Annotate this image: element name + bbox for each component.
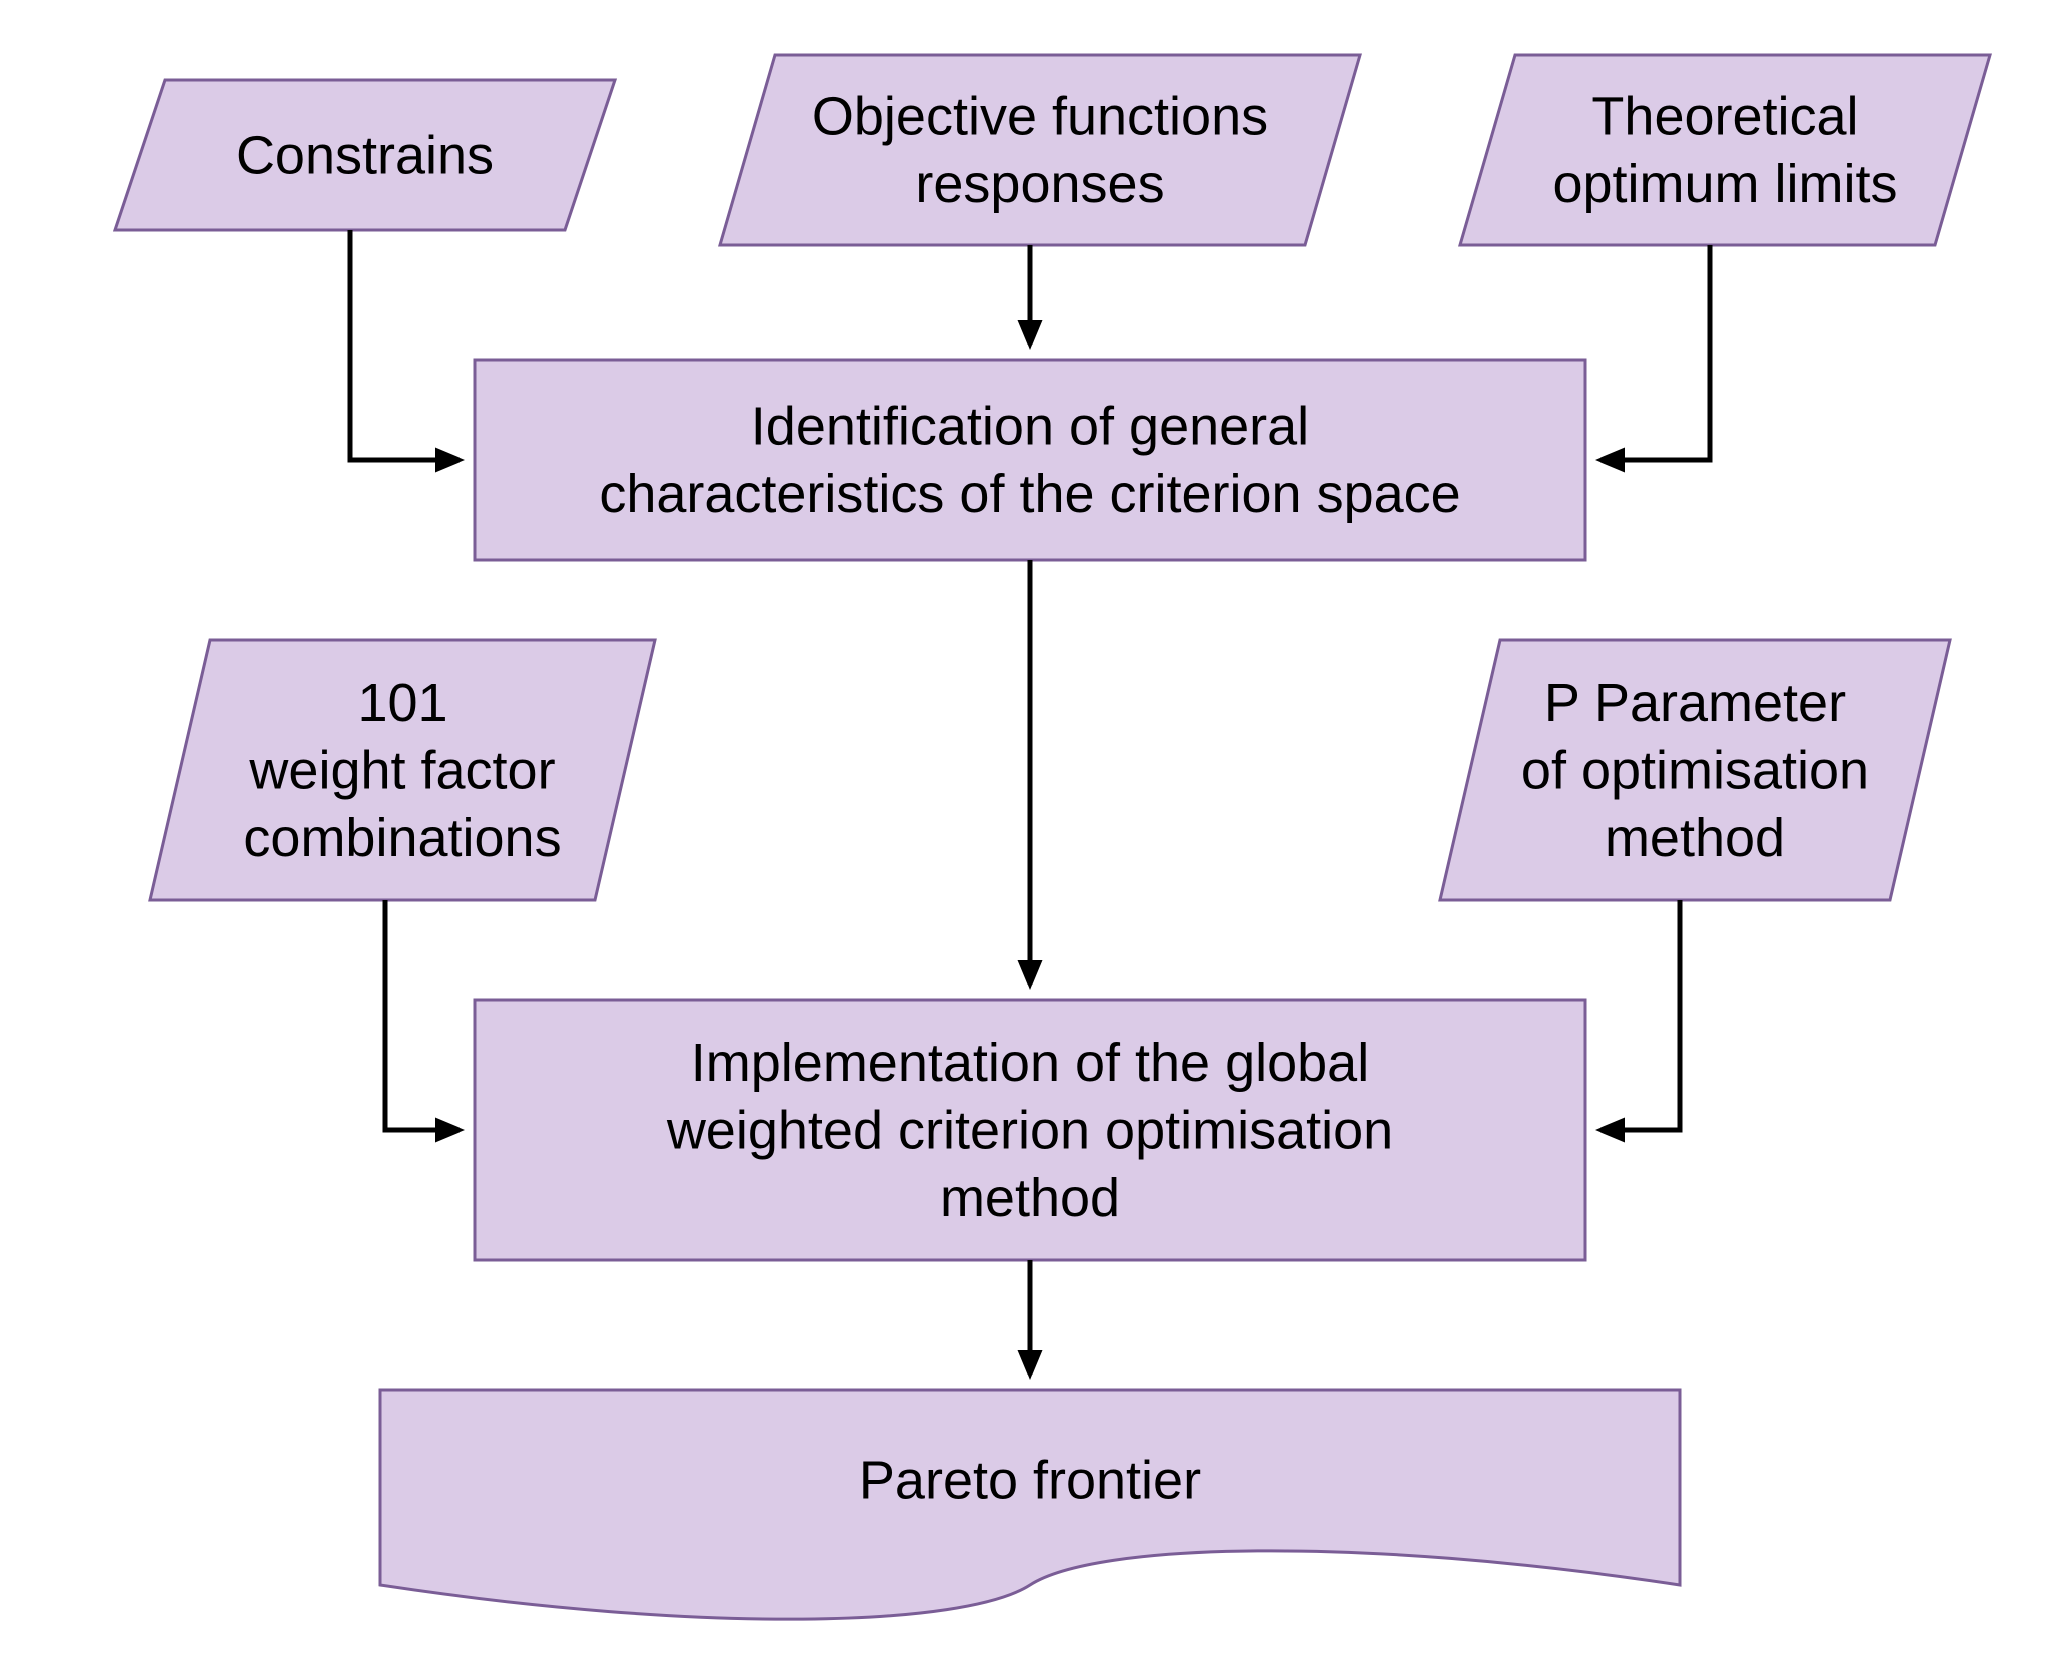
edge-weight-to-implementation bbox=[385, 900, 460, 1130]
node-constrains: Constrains bbox=[115, 80, 615, 230]
pparam-label-line-1: of optimisation bbox=[1521, 740, 1869, 800]
node-implementation: Implementation of the global weighted cri… bbox=[475, 1000, 1585, 1260]
weight-label-line-0: 101 bbox=[357, 673, 447, 733]
theoretical-label-line-1: optimum limits bbox=[1552, 154, 1897, 214]
implementation-label-line-1: weighted criterion optimisation bbox=[666, 1100, 1393, 1160]
theoretical-label-line-0: Theoretical bbox=[1591, 87, 1858, 147]
pareto-label-line-0: Pareto frontier bbox=[859, 1450, 1201, 1510]
implementation-label-line-0: Implementation of the global bbox=[691, 1033, 1369, 1093]
edge-pparam-to-implementation bbox=[1600, 900, 1680, 1130]
weight-label-line-1: weight factor bbox=[248, 740, 555, 800]
implementation-label-line-2: method bbox=[940, 1168, 1120, 1228]
pparam-label-line-0: P Parameter bbox=[1544, 673, 1846, 733]
edge-constrains-to-identification bbox=[350, 230, 460, 460]
node-theoretical: Theoretical optimum limits bbox=[1460, 55, 1990, 245]
constrains-label-line-0: Constrains bbox=[236, 125, 494, 185]
node-objective: Objective functions responses bbox=[720, 55, 1360, 245]
flowchart-diagram: Constrains Objective functions responses Th… bbox=[0, 0, 2056, 1659]
edge-theoretical-to-identification bbox=[1600, 245, 1710, 460]
node-weight: 101 weight factor combinations bbox=[150, 640, 655, 900]
objective-label-line-1: responses bbox=[915, 154, 1164, 214]
identification-label-line-1: characteristics of the criterion space bbox=[599, 464, 1460, 524]
weight-label-line-2: combinations bbox=[243, 808, 561, 868]
node-pparam: P Parameter of optimisation method bbox=[1440, 640, 1950, 900]
pparam-label-line-2: method bbox=[1605, 808, 1785, 868]
node-identification: Identification of general characteristics… bbox=[475, 360, 1585, 560]
objective-label-line-0: Objective functions bbox=[812, 87, 1268, 147]
node-pareto: Pareto frontier bbox=[380, 1390, 1680, 1619]
identification-label-line-0: Identification of general bbox=[751, 397, 1309, 457]
